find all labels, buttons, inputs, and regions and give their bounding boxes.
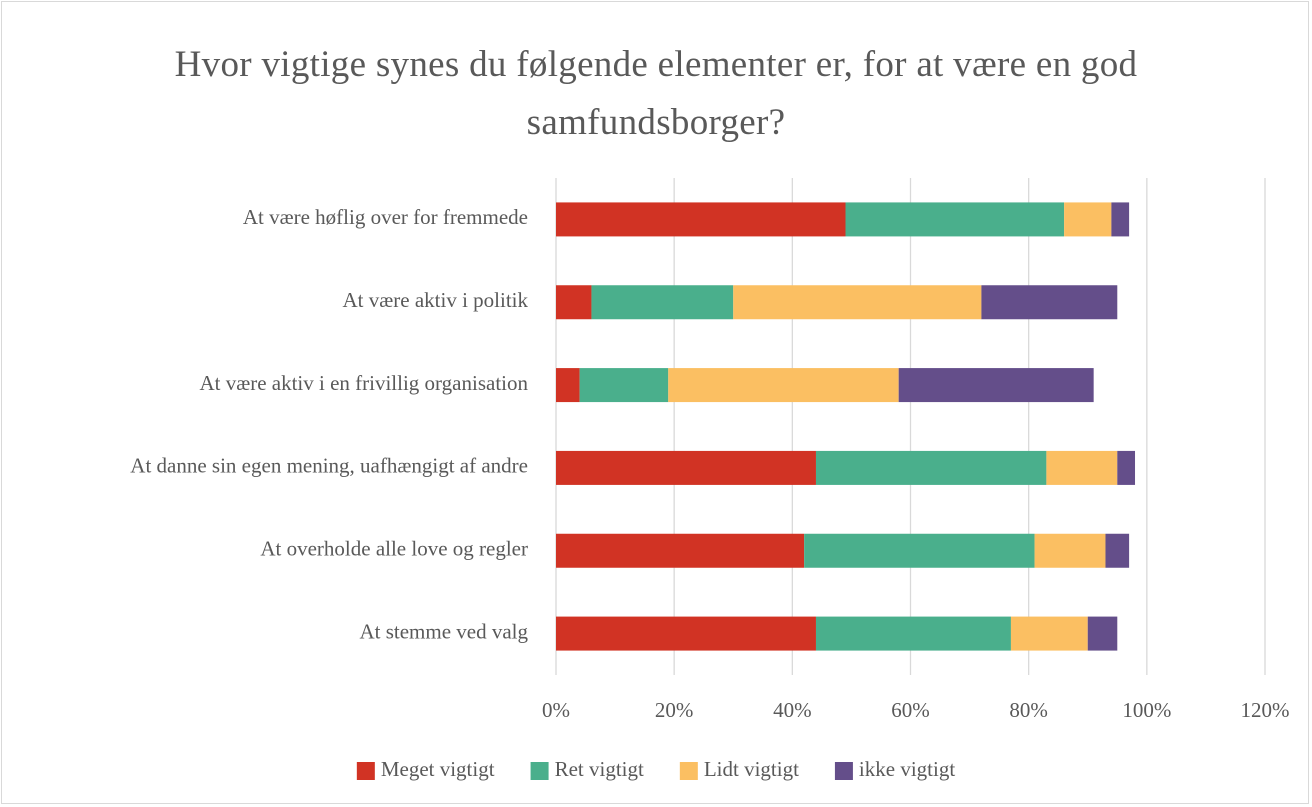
bar-segment [1117, 450, 1136, 485]
bar-segment [845, 202, 1065, 237]
bar-segment [733, 285, 982, 320]
bar-segment [556, 368, 580, 403]
legend-label: Meget vigtigt [381, 757, 495, 781]
legend-swatch [834, 762, 853, 780]
bar-segment [579, 368, 669, 403]
legend-swatch [530, 762, 549, 780]
bar-segment [898, 368, 1094, 403]
x-tick-label: 0% [542, 698, 570, 722]
bar-segment [815, 450, 1047, 485]
legend-swatch [356, 762, 375, 780]
y-tick-label: At være aktiv i politik [343, 288, 529, 312]
bar-segment [556, 450, 816, 485]
bar-segment [1087, 616, 1118, 651]
bar-segment [591, 285, 734, 320]
x-tick-label: 20% [655, 698, 694, 722]
bar-segment [1046, 450, 1118, 485]
bar-segment [1010, 616, 1088, 651]
chart-title: Hvor vigtige synes du følgende elementer… [174, 44, 1138, 143]
bar-segment [815, 616, 1011, 651]
x-tick-label: 40% [773, 698, 812, 722]
y-tick-label: At være aktiv i en frivillig organisatio… [199, 371, 528, 395]
bar-segment [804, 533, 1035, 568]
x-tick-label: 60% [891, 698, 930, 722]
bar-segment [1064, 202, 1112, 237]
bar-segment [556, 202, 846, 237]
legend-swatch [679, 762, 698, 780]
bar-segment [556, 533, 805, 568]
bar-segment [556, 285, 592, 320]
legend-label: ikke vigtigt [859, 757, 955, 781]
x-tick-label: 120% [1241, 698, 1290, 722]
bar-segment [1034, 533, 1106, 568]
bar-segment [668, 368, 899, 403]
y-tick-label: At overholde alle love og regler [260, 537, 528, 561]
y-tick-label: At være høflig over for fremmede [243, 205, 528, 229]
bar-segment [556, 616, 816, 651]
y-tick-label: At danne sin egen mening, uafhængigt af … [130, 454, 528, 478]
bar-segment [981, 285, 1118, 320]
legend-label: Ret vigtigt [555, 757, 644, 781]
x-tick-label: 80% [1009, 698, 1048, 722]
bar-segment [1111, 202, 1130, 237]
bar-segment [1105, 533, 1130, 568]
legend-label: Lidt vigtigt [704, 757, 799, 781]
x-tick-label: 100% [1122, 698, 1171, 722]
y-tick-label: At stemme ved valg [359, 619, 528, 643]
